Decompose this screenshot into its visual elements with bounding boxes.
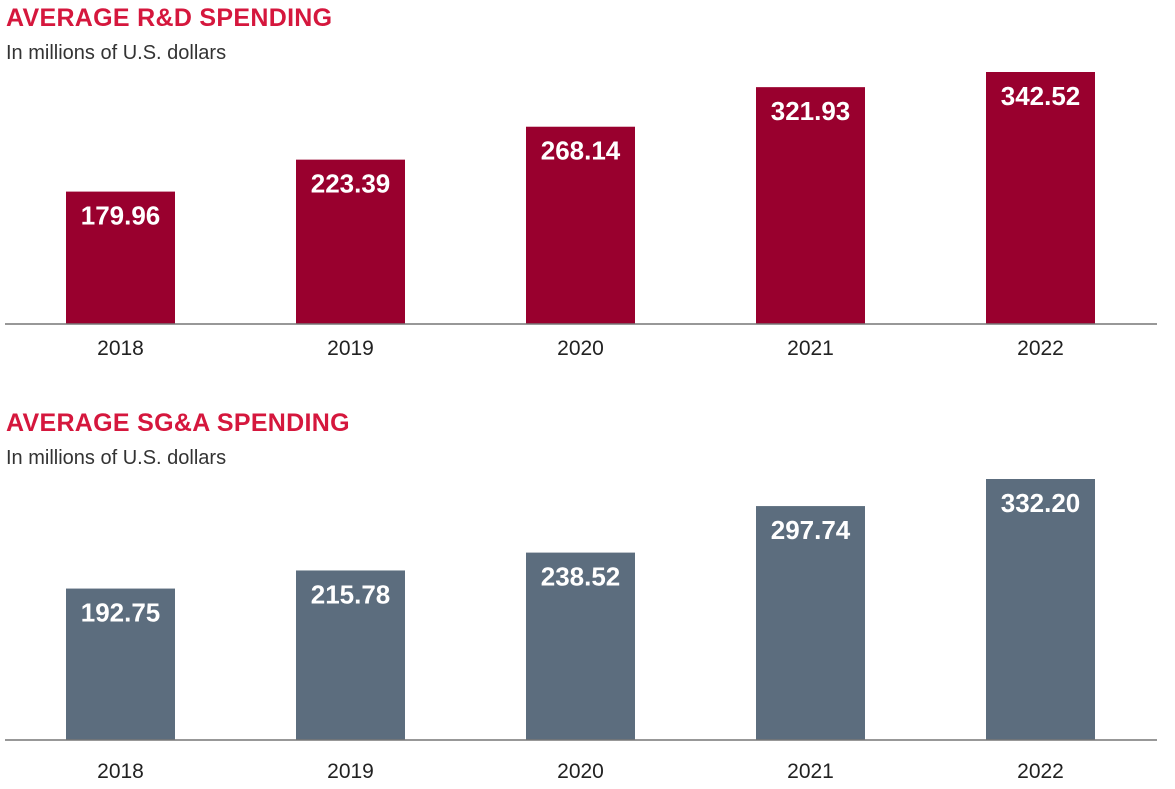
bar-2019 [296, 159, 405, 324]
rd-bar-plot: 179.96 2018 223.39 2019 268.14 2020 321.93 2021… [5, 72, 1157, 360]
data-label-2020: 268.14 [541, 136, 621, 166]
data-label-2018: 179.96 [81, 201, 161, 231]
sga-bar-plot: 192.75 2018 215.78 2019 238.52 2020 297.74 2021… [5, 479, 1157, 783]
x-tick-label-2020: 2020 [557, 337, 604, 360]
x-tick-label-2018: 2018 [97, 337, 144, 360]
chart-title: AVERAGE SG&A SPENDING [6, 409, 350, 437]
x-tick-label-2022: 2022 [1017, 337, 1064, 360]
bar-2021 [756, 87, 865, 324]
x-tick-label-2021: 2021 [787, 760, 834, 783]
data-label-2022: 342.52 [1001, 81, 1081, 111]
x-tick-label-2021: 2021 [787, 337, 834, 360]
chart-subtitle: In millions of U.S. dollars [6, 447, 227, 469]
data-label-2021: 321.93 [771, 96, 851, 126]
x-tick-label-2019: 2019 [327, 760, 374, 783]
chart-subtitle: In millions of U.S. dollars [6, 42, 227, 64]
data-label-2021: 297.74 [771, 515, 851, 545]
data-label-2020: 238.52 [541, 562, 621, 592]
bar-2022 [986, 479, 1095, 740]
bar-2020 [526, 552, 635, 740]
data-label-2019: 223.39 [311, 169, 391, 199]
data-label-2019: 215.78 [311, 579, 391, 609]
bar-2019 [296, 570, 405, 740]
chart-title: AVERAGE R&D SPENDING [6, 4, 333, 32]
sga-spending-chart: AVERAGE SG&A SPENDING In millions of U.S… [0, 409, 1175, 787]
bar-2018 [66, 588, 175, 740]
bar-2018 [66, 191, 175, 324]
rd-spending-chart: AVERAGE R&D SPENDING In millions of U.S.… [0, 4, 1175, 374]
bar-2020 [526, 126, 635, 324]
bar-2022 [986, 72, 1095, 324]
x-tick-label-2020: 2020 [557, 760, 604, 783]
x-tick-label-2022: 2022 [1017, 760, 1064, 783]
x-tick-label-2018: 2018 [97, 760, 144, 783]
data-label-2018: 192.75 [81, 598, 161, 628]
x-tick-label-2019: 2019 [327, 337, 374, 360]
bar-2021 [756, 506, 865, 740]
data-label-2022: 332.20 [1001, 488, 1081, 518]
